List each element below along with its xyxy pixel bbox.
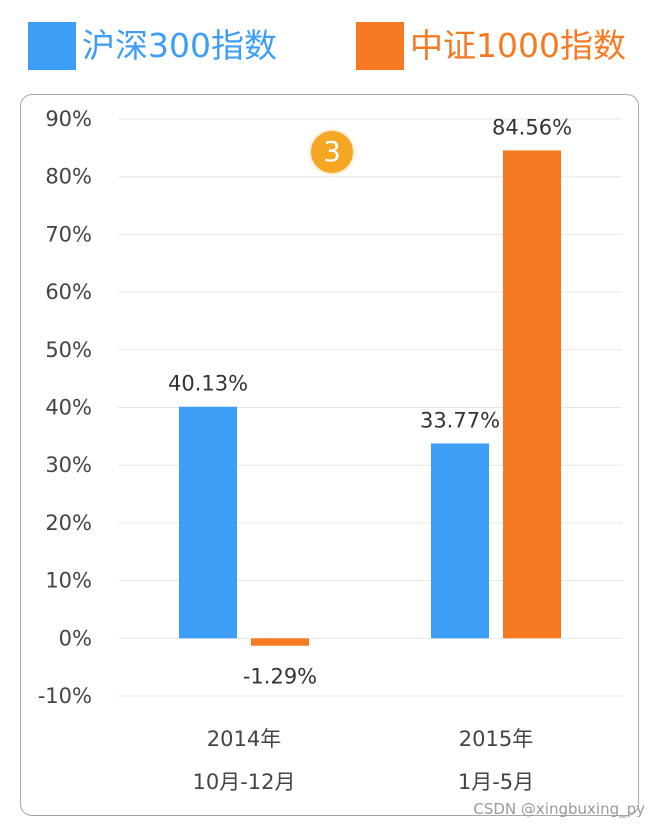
y-tick-label: -10% <box>38 684 92 708</box>
bar-csi300 <box>179 406 237 639</box>
x-category-label-year: 2015年 <box>459 727 533 751</box>
legend: 沪深300指数 中证1000指数 <box>0 20 659 72</box>
legend-item-csi1000: 中证1000指数 <box>356 20 626 72</box>
x-category-label-year: 2014年 <box>207 727 281 751</box>
y-tick-label: 80% <box>45 165 92 189</box>
data-label: -1.29% <box>243 665 317 689</box>
y-tick-label: 10% <box>45 569 92 593</box>
legend-label-csi300: 沪深300指数 <box>82 26 277 65</box>
bar-csi1000 <box>251 638 309 646</box>
data-label: 84.56% <box>492 115 572 139</box>
legend-swatch-csi1000 <box>356 22 404 70</box>
x-category-label-period: 1月-5月 <box>458 770 534 794</box>
y-tick-label: 40% <box>45 396 92 420</box>
step-badge: 3 <box>311 131 353 173</box>
y-tick-label: 70% <box>45 222 92 246</box>
y-tick-label: 50% <box>45 338 92 362</box>
legend-swatch-csi300 <box>28 22 76 70</box>
data-label: 33.77% <box>420 408 500 432</box>
x-category-label-period: 10月-12月 <box>192 770 295 794</box>
y-tick-label: 20% <box>45 511 92 535</box>
bar-csi300 <box>431 443 489 639</box>
legend-item-csi300: 沪深300指数 <box>28 20 277 72</box>
data-label: 40.13% <box>168 372 248 396</box>
y-tick-label: 90% <box>45 107 92 131</box>
bar-csi1000 <box>503 150 561 639</box>
watermark: CSDN @xingbuxing_py <box>473 800 645 818</box>
y-tick-label: 30% <box>45 453 92 477</box>
legend-label-csi1000: 中证1000指数 <box>410 26 626 65</box>
y-tick-label: 0% <box>59 626 92 650</box>
y-tick-label: 60% <box>45 280 92 304</box>
chart-frame <box>20 94 639 816</box>
